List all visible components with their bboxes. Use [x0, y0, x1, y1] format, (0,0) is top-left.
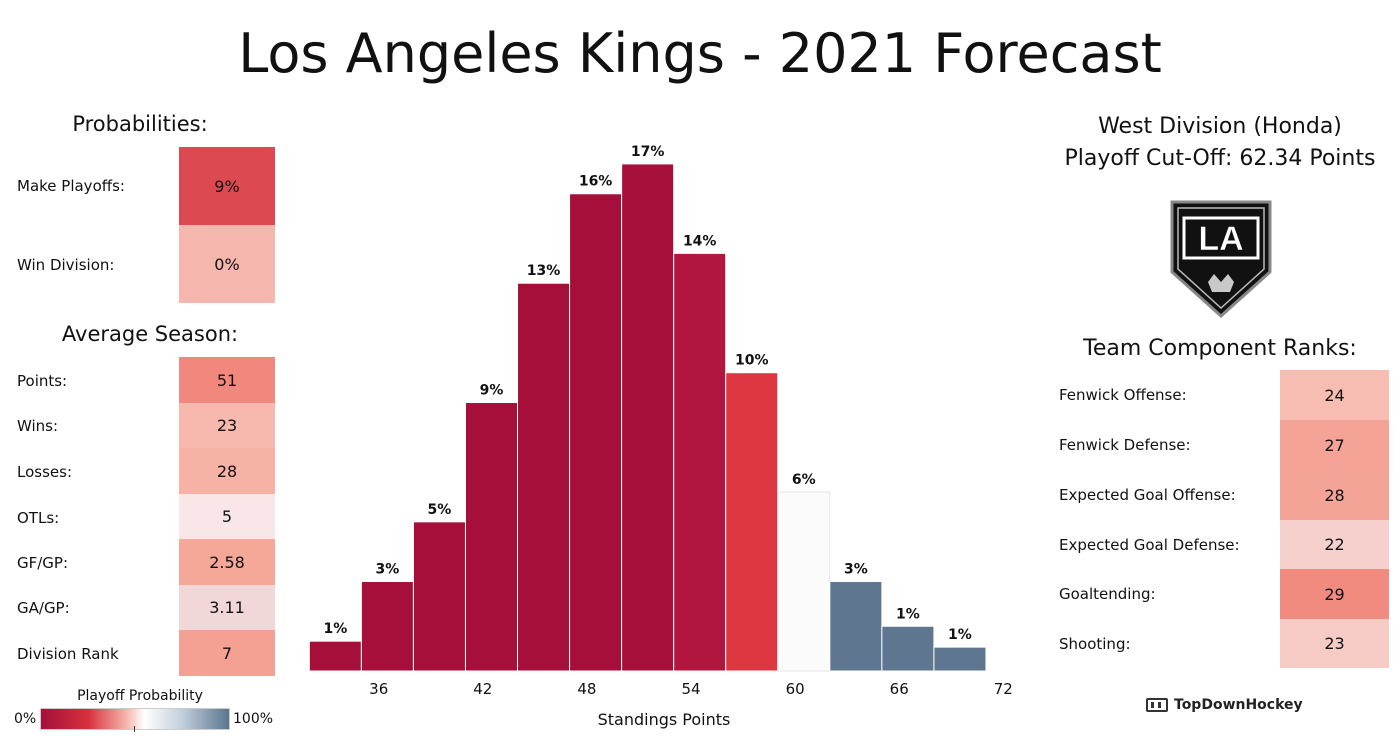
legend-colorbar — [40, 708, 230, 730]
bar-value-label: 1% — [896, 606, 920, 622]
histogram-bar — [673, 252, 727, 672]
rank-label-xg-offense: Expected Goal Offense: — [1059, 486, 1236, 504]
bar-value-label: 10% — [735, 353, 769, 369]
histogram-bar — [308, 640, 362, 672]
rank-label-fenwick-defense: Fenwick Defense: — [1059, 436, 1191, 454]
rank-label-fenwick-offense: Fenwick Offense: — [1059, 386, 1187, 404]
logo-text: LA — [1198, 220, 1243, 258]
bar-value-label: 3% — [376, 562, 400, 578]
x-ticks-group: 36 42 48 54 60 66 72 — [369, 680, 1013, 698]
x-axis-title: Standings Points — [598, 710, 731, 729]
rank-value-goaltending: 29 — [1280, 569, 1389, 619]
histogram-bar — [464, 402, 519, 672]
avg-row-label-ga-gp: GA/GP: — [17, 599, 70, 617]
make-playoffs-value: 9% — [179, 147, 275, 225]
brand: TopDownHockey — [1146, 697, 1303, 713]
rank-label-goaltending: Goaltending: — [1059, 585, 1156, 603]
x-tick-label: 54 — [681, 680, 700, 698]
probabilities-heading: Probabilities: — [72, 112, 208, 136]
histogram-bar — [621, 163, 675, 672]
division-name: West Division (Honda) — [1098, 114, 1342, 139]
bar-value-label: 5% — [428, 502, 452, 518]
avg-row-value-otls: 5 — [179, 494, 275, 539]
bar-value-label: 6% — [792, 472, 816, 488]
avg-row-value-losses: 28 — [179, 448, 275, 494]
bar-value-label: 9% — [480, 383, 504, 399]
avg-row-label-gf-gp: GF/GP: — [17, 554, 69, 572]
avg-row-label-points: Points: — [17, 372, 68, 390]
rank-value-fenwick-offense: 24 — [1280, 370, 1389, 420]
bar-value-label: 3% — [844, 562, 868, 578]
win-division-label: Win Division: — [17, 256, 115, 274]
avg-row-value-division-rank: 7 — [179, 630, 275, 676]
bar-value-label: 13% — [527, 263, 561, 279]
histogram-bar — [777, 491, 831, 672]
x-tick-label: 36 — [369, 680, 388, 698]
kings-logo-icon: LA — [1170, 200, 1272, 318]
histogram-bar — [933, 646, 987, 672]
bar-value-label: 17% — [631, 144, 665, 160]
avg-row-label-losses: Losses: — [17, 463, 72, 481]
avg-row-value-wins: 23 — [179, 403, 275, 448]
avg-row-value-ga-gp: 3.11 — [179, 585, 275, 630]
team-ranks-heading: Team Component Ranks: — [1083, 336, 1357, 361]
avg-row-value-gf-gp: 2.58 — [179, 539, 275, 585]
histogram-bar — [569, 193, 623, 672]
bar-value-label: 14% — [683, 233, 717, 249]
bar-value-label: 16% — [579, 174, 613, 190]
avg-row-value-points: 51 — [179, 357, 275, 403]
histogram-bar — [725, 372, 779, 672]
x-tick-label: 66 — [890, 680, 909, 698]
histogram-bar — [829, 581, 883, 672]
page-title: Los Angeles Kings - 2021 Forecast — [238, 22, 1162, 85]
x-tick-label: 60 — [786, 680, 805, 698]
legend-title: Playoff Probability — [77, 688, 203, 704]
bar-value-label: 1% — [323, 621, 347, 637]
playoff-cutoff: Playoff Cut-Off: 62.34 Points — [1064, 146, 1376, 171]
rank-value-shooting: 23 — [1280, 619, 1389, 668]
rank-label-xg-defense: Expected Goal Defense: — [1059, 536, 1240, 554]
histogram-bar — [881, 625, 935, 672]
average-season-heading: Average Season: — [61, 322, 239, 346]
rank-value-fenwick-defense: 27 — [1280, 420, 1389, 470]
brand-name: TopDownHockey — [1174, 697, 1303, 713]
bars-group — [308, 163, 987, 672]
win-division-value: 0% — [179, 225, 275, 303]
histogram-bar — [412, 521, 466, 672]
rank-label-shooting: Shooting: — [1059, 635, 1131, 653]
histogram-bar — [360, 581, 414, 672]
legend-max-label: 100% — [233, 711, 274, 727]
make-playoffs-label: Make Playoffs: — [17, 177, 125, 195]
avg-row-label-division-rank: Division Rank — [17, 645, 119, 663]
standings-points-histogram: 1% 3% 5% 9% 13% 16% 17% 14% 10% 6% 3% 1% 1% 36 42 48 54… — [308, 144, 1013, 729]
x-tick-label: 42 — [473, 680, 492, 698]
avg-row-label-wins: Wins: — [17, 417, 59, 435]
x-tick-label: 48 — [577, 680, 596, 698]
brand-logo-icon — [1146, 698, 1168, 712]
x-tick-label: 72 — [994, 680, 1013, 698]
histogram-bar — [517, 282, 571, 672]
avg-row-label-otls: OTLs: — [17, 509, 60, 527]
rank-value-xg-defense: 22 — [1280, 520, 1389, 569]
bar-value-label: 1% — [948, 627, 972, 643]
rank-value-xg-offense: 28 — [1280, 470, 1389, 520]
legend-min-label: 0% — [14, 711, 37, 727]
legend-tick — [134, 726, 135, 732]
bar-labels-group: 1% 3% 5% 9% 13% 16% 17% 14% 10% 6% 3% 1% 1% — [323, 144, 971, 643]
